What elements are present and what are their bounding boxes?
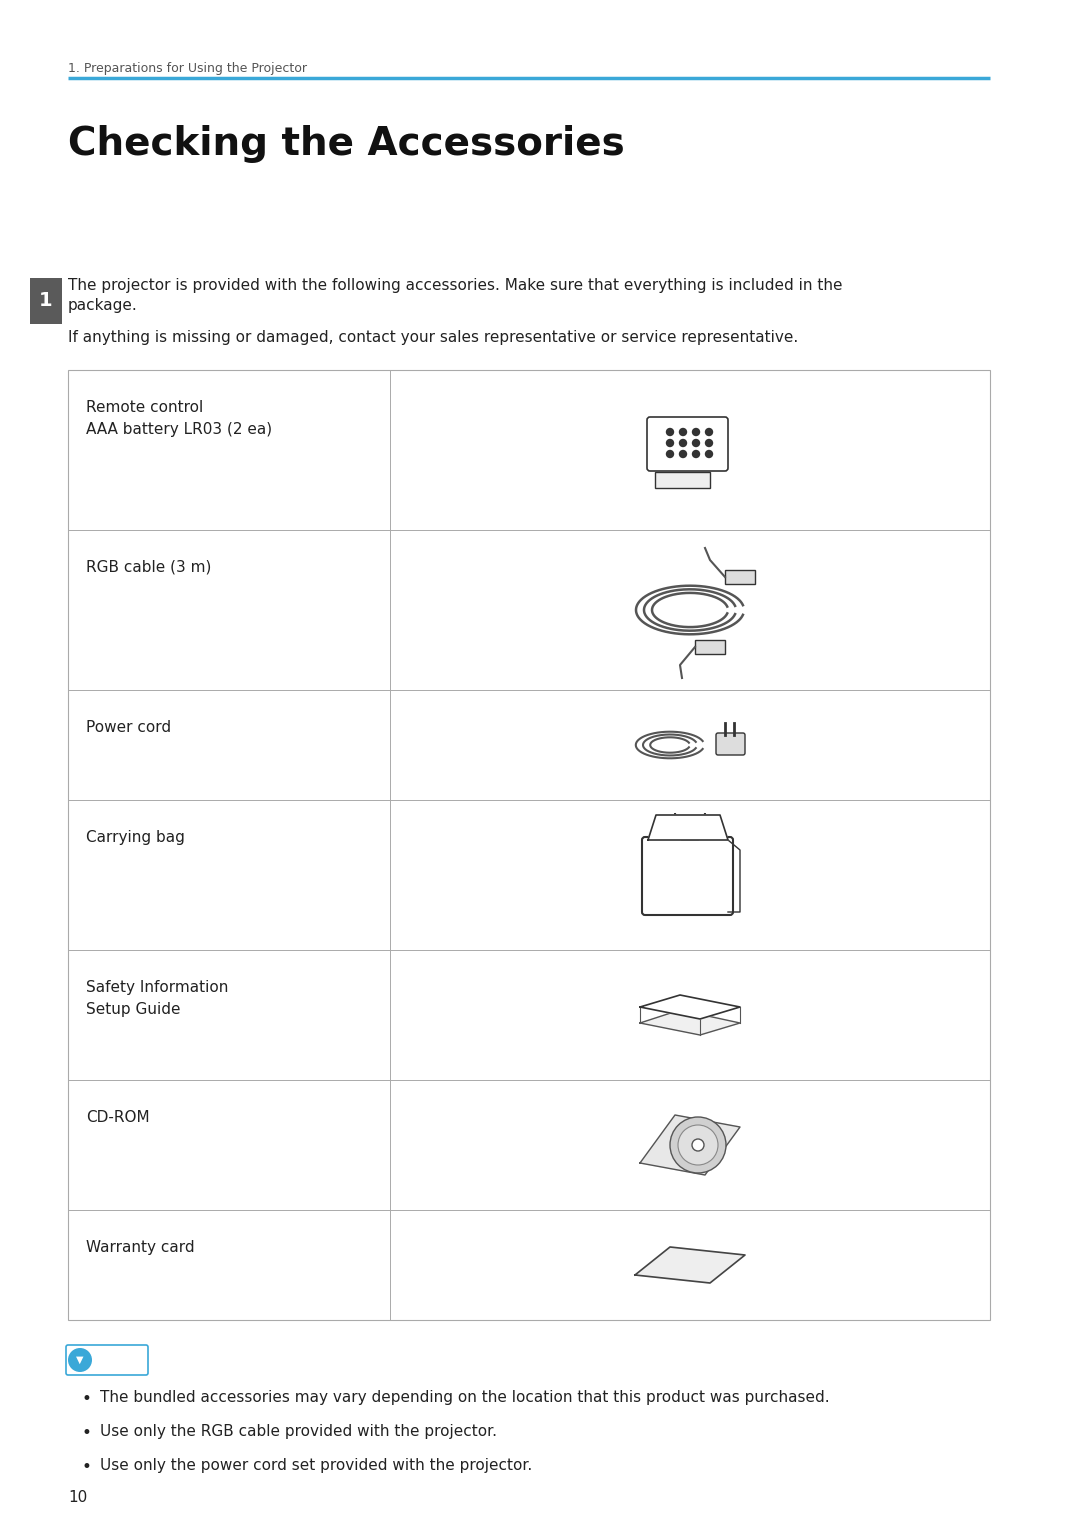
Circle shape (692, 440, 700, 446)
Bar (654, 472, 710, 489)
Circle shape (68, 1348, 92, 1373)
Polygon shape (640, 1115, 740, 1175)
Circle shape (692, 1138, 704, 1151)
Circle shape (692, 429, 700, 435)
Circle shape (679, 429, 687, 435)
Text: The bundled accessories may vary depending on the location that this product was: The bundled accessories may vary dependi… (100, 1390, 829, 1405)
Bar (696, 640, 725, 654)
Bar (30, 277, 62, 323)
Circle shape (678, 1124, 718, 1164)
Circle shape (705, 450, 713, 458)
FancyBboxPatch shape (647, 417, 728, 470)
Text: •: • (81, 1390, 91, 1408)
Circle shape (666, 440, 674, 446)
Text: •: • (81, 1425, 91, 1442)
FancyBboxPatch shape (716, 732, 745, 755)
Text: 1. Preparations for Using the Projector: 1. Preparations for Using the Projector (68, 61, 307, 75)
Circle shape (705, 429, 713, 435)
Bar (725, 570, 755, 584)
Circle shape (666, 450, 674, 458)
Polygon shape (640, 1010, 740, 1036)
Circle shape (666, 429, 674, 435)
Text: Remote control: Remote control (86, 400, 203, 415)
Text: •: • (81, 1458, 91, 1475)
Text: The projector is provided with the following accessories. Make sure that everyth: The projector is provided with the follo… (68, 277, 842, 293)
Text: Power cord: Power cord (86, 720, 171, 735)
Circle shape (670, 1117, 726, 1174)
Text: package.: package. (68, 299, 138, 313)
FancyBboxPatch shape (66, 1345, 148, 1376)
Text: Use only the RGB cable provided with the projector.: Use only the RGB cable provided with the… (100, 1425, 497, 1439)
Bar (68, 371, 990, 1321)
Text: AAA battery LR03 (2 ea): AAA battery LR03 (2 ea) (86, 421, 272, 437)
Text: Note: Note (94, 1348, 135, 1363)
Text: Safety Information: Safety Information (86, 980, 228, 994)
Text: If anything is missing or damaged, contact your sales representative or service : If anything is missing or damaged, conta… (68, 329, 798, 345)
Circle shape (692, 450, 700, 458)
Text: Warranty card: Warranty card (86, 1239, 194, 1255)
Text: CD-ROM: CD-ROM (86, 1111, 150, 1124)
FancyBboxPatch shape (681, 826, 699, 840)
Polygon shape (640, 994, 740, 1019)
Text: Setup Guide: Setup Guide (86, 1002, 180, 1017)
Polygon shape (648, 815, 728, 840)
Text: ▼: ▼ (77, 1354, 84, 1365)
Circle shape (705, 440, 713, 446)
Polygon shape (635, 1247, 745, 1282)
Text: Checking the Accessories: Checking the Accessories (68, 126, 624, 162)
Text: 1: 1 (39, 291, 53, 311)
Text: RGB cable (3 m): RGB cable (3 m) (86, 561, 212, 574)
Circle shape (679, 440, 687, 446)
Text: Use only the power cord set provided with the projector.: Use only the power cord set provided wit… (100, 1458, 532, 1472)
Text: Carrying bag: Carrying bag (86, 830, 185, 846)
Circle shape (679, 450, 687, 458)
Text: 10: 10 (68, 1491, 87, 1504)
FancyBboxPatch shape (642, 836, 733, 915)
